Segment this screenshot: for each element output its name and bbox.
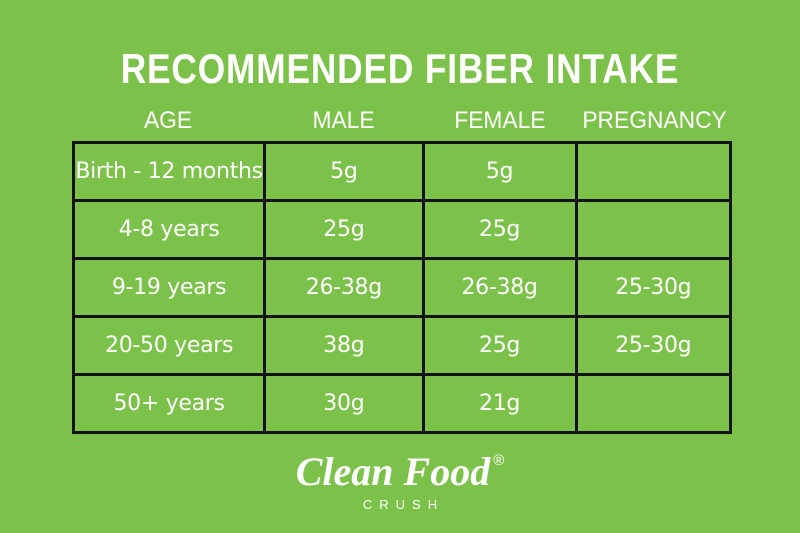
cell-age: 9-19 years: [71, 257, 267, 318]
cell-age: 50+ years: [71, 373, 267, 434]
column-header-male: MALE: [312, 107, 375, 134]
cell-pregnancy: 25-30g: [574, 257, 733, 318]
cell-age: Birth - 12 months: [71, 141, 267, 202]
column-header-female: FEMALE: [454, 107, 546, 134]
registered-trademark-icon: ®: [493, 452, 505, 469]
fiber-table: Birth - 12 months 5g 5g 4-8 years 25g 25…: [71, 141, 733, 434]
table-header-row: AGE MALE FEMALE PREGNANCY: [72, 104, 732, 138]
cell-male: 26-38g: [263, 257, 425, 318]
table-row: 20-50 years 38g 25g 25-30g: [71, 315, 733, 376]
cell-pregnancy: 25-30g: [574, 315, 733, 376]
brand-subtitle: CRUSH: [362, 497, 445, 512]
cell-female: 25g: [421, 199, 578, 260]
cell-female: 21g: [421, 373, 578, 434]
page-title: RECOMMENDED FIBER INTAKE: [120, 45, 680, 92]
cell-male: 5g: [263, 141, 425, 202]
cell-male: 38g: [263, 315, 425, 376]
table-row: Birth - 12 months 5g 5g: [71, 141, 733, 202]
cell-female: 25g: [421, 315, 578, 376]
cell-pregnancy: [574, 141, 733, 202]
table-row: 4-8 years 25g 25g: [71, 199, 733, 260]
cell-pregnancy: [574, 373, 733, 434]
column-header-pregnancy: PREGNANCY: [582, 107, 727, 134]
cell-age: 4-8 years: [71, 199, 267, 260]
cell-male: 25g: [263, 199, 425, 260]
cell-female: 26-38g: [421, 257, 578, 318]
cell-female: 5g: [421, 141, 578, 202]
fiber-table-container: AGE MALE FEMALE PREGNANCY Birth - 12 mon…: [71, 104, 733, 434]
column-header-age: AGE: [143, 107, 193, 134]
brand-name: Clean Food ®: [296, 450, 505, 494]
table-row: 50+ years 30g 21g: [71, 373, 733, 434]
table-row: 9-19 years 26-38g 26-38g 25-30g: [71, 257, 733, 318]
brand-logo: Clean Food ® CRUSH: [0, 450, 800, 513]
cell-pregnancy: [574, 199, 733, 260]
cell-male: 30g: [263, 373, 425, 434]
brand-name-text: Clean Food: [295, 449, 491, 494]
cell-age: 20-50 years: [71, 315, 267, 376]
